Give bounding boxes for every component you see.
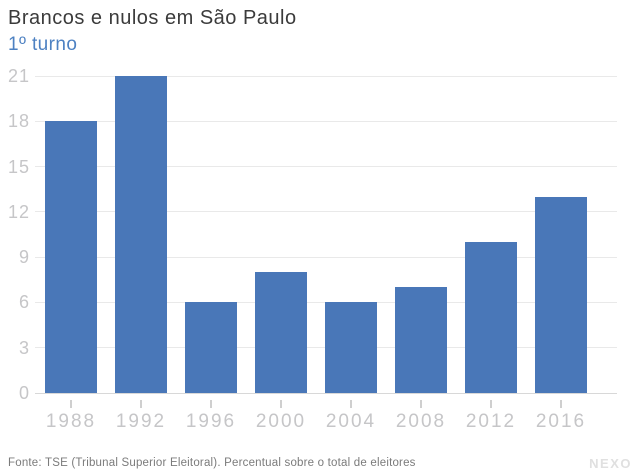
x-axis-tick-1988 (70, 400, 72, 408)
gridline-9 (35, 256, 617, 258)
x-axis-tick-2016 (560, 400, 562, 408)
x-axis-tick-2000 (280, 400, 282, 408)
x-axis-label-2012: 2012 (465, 411, 517, 432)
bar-1988 (45, 121, 97, 393)
x-axis-label-1992: 1992 (115, 411, 167, 432)
x-axis-tick-1996 (210, 400, 212, 408)
bar-2012 (465, 242, 517, 393)
gridline-12 (35, 211, 617, 213)
x-axis-label-1996: 1996 (185, 411, 237, 432)
chart-subtitle: 1º turno (8, 34, 78, 55)
bar-1996 (185, 302, 237, 393)
gridline-15 (35, 166, 617, 168)
x-axis-label-2016: 2016 (535, 411, 587, 432)
y-axis-label-18: 18 (7, 111, 30, 132)
plot-area (35, 75, 617, 394)
bar-1992 (115, 76, 167, 393)
y-axis-label-6: 6 (18, 292, 30, 313)
x-axis-tick-2004 (350, 400, 352, 408)
x-axis-label-2000: 2000 (255, 411, 307, 432)
y-axis-label-3: 3 (18, 337, 30, 358)
x-axis-tick-1992 (140, 400, 142, 408)
chart-title: Brancos e nulos em São Paulo (8, 7, 297, 29)
x-axis-tick-2012 (490, 400, 492, 408)
y-axis-label-15: 15 (7, 156, 30, 177)
x-axis-label-1988: 1988 (45, 411, 97, 432)
bar-2004 (325, 302, 377, 393)
gridline-21 (35, 75, 617, 77)
bar-2016 (535, 196, 587, 393)
y-axis-label-12: 12 (7, 201, 30, 222)
y-axis-label-9: 9 (18, 247, 30, 268)
gridline-18 (35, 120, 617, 122)
nexo-logo: NEXO (589, 456, 632, 471)
bar-2000 (255, 272, 307, 393)
bar-2008 (395, 287, 447, 393)
x-axis-tick-2008 (420, 400, 422, 408)
source-note: Fonte: TSE (Tribunal Superior Eleitoral)… (8, 457, 416, 469)
y-axis-label-21: 21 (7, 66, 30, 86)
y-axis-label-0: 0 (18, 383, 30, 403)
gridline-6 (35, 301, 617, 303)
x-axis-label-2008: 2008 (395, 411, 447, 432)
x-axis-label-2004: 2004 (325, 411, 377, 432)
